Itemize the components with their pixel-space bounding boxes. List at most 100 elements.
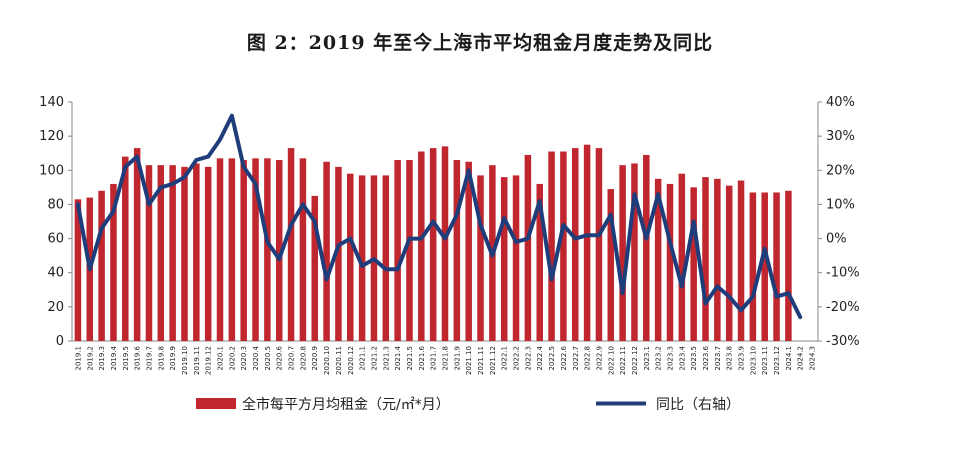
y-left-tick-label: 60 (47, 232, 64, 247)
bar (536, 183, 543, 341)
x-tick-label: 2022.8 (584, 346, 592, 371)
legend-label-yoy: 同比（右轴） (656, 397, 740, 413)
x-tick-label: 2020.8 (299, 346, 307, 371)
x-tick-label: 2019.3 (98, 346, 106, 371)
bar (619, 165, 626, 341)
x-tick-label: 2021.7 (430, 346, 438, 371)
x-tick-label: 2020.12 (347, 346, 355, 375)
x-tick-label: 2020.10 (323, 346, 331, 375)
bar (264, 158, 271, 341)
x-tick-label: 2019.5 (122, 346, 130, 371)
bar (725, 185, 733, 341)
bar (240, 160, 247, 341)
bar (145, 165, 153, 341)
bar (737, 180, 745, 341)
bar (441, 146, 449, 341)
x-tick-label: 2023.3 (666, 346, 674, 371)
x-tick-label: 2019.7 (145, 346, 153, 371)
y-left-tick-label: 100 (39, 163, 64, 178)
bar (654, 178, 662, 341)
axes-layer: 0 20 40 60 80 100 120 140 -30% -20% -10% 0% 10% 20% 30… (39, 95, 859, 375)
x-tick-label: 2022.2 (513, 346, 521, 371)
chart-title: 图 2：2019 年至今上海市平均租金月度走势及同比 (246, 32, 714, 54)
series-line-yoy (75, 113, 803, 320)
x-tick-label: 2019.12 (205, 346, 213, 375)
x-tick-label: 2022.12 (631, 346, 639, 375)
legend: 全市每平方月均租金（元/㎡*月） 同比（右轴） (196, 396, 740, 413)
bar (275, 160, 283, 341)
y-right-tick-label: -20% (826, 300, 860, 315)
bar (252, 158, 259, 341)
x-tick-label: 2020.5 (264, 346, 272, 371)
x-tick-label: 2023.6 (702, 345, 710, 370)
bar (406, 160, 413, 341)
bar (216, 158, 224, 341)
y-right-tick-label: 0% (826, 232, 847, 247)
x-tick-label: 2024.2 (797, 346, 805, 371)
x-tick-label: 2021.1 (359, 346, 367, 371)
bar (749, 192, 757, 341)
x-tick-label: 2022.10 (607, 346, 615, 375)
x-tick-label: 2022.3 (524, 346, 532, 371)
bar (347, 173, 354, 341)
bar (181, 166, 188, 341)
x-tick-label: 2022.9 (595, 346, 603, 371)
x-tick-label: 2020.1 (217, 346, 225, 371)
bar (157, 165, 165, 341)
y-left-tick-label: 40 (47, 266, 64, 281)
x-tick-label: 2021.2 (370, 346, 378, 371)
bar (453, 160, 461, 341)
bar (607, 189, 615, 341)
bar (571, 148, 579, 341)
x-tick-label: 2019.1 (74, 346, 82, 371)
bar (358, 175, 366, 341)
y-right-tick-label: 30% (826, 129, 855, 144)
y-left-tick-label: 0 (56, 334, 64, 349)
x-tick-label: 2022.11 (619, 346, 627, 375)
x-tick-label: 2019.9 (169, 346, 177, 371)
x-tick-label: 2021.4 (394, 345, 402, 370)
y-right-tick-label: 40% (826, 95, 855, 110)
x-tick-label: 2022.1 (501, 346, 509, 371)
x-tick-label: 2022.7 (572, 346, 580, 371)
x-tick-label: 2023.11 (761, 346, 769, 375)
bar (193, 163, 200, 341)
x-tick-label: 2019.10 (181, 346, 189, 375)
bar (74, 199, 82, 341)
bar (335, 166, 342, 341)
bar (595, 148, 603, 341)
x-tick-label: 2021.3 (382, 346, 390, 371)
y-left-tick-label: 140 (39, 95, 64, 110)
x-tick-label: 2020.3 (240, 346, 248, 371)
x-tick-label: 2019.6 (134, 345, 142, 370)
bar (500, 177, 508, 341)
x-tick-label: 2020.9 (311, 346, 319, 371)
x-tick-label: 2023.7 (714, 346, 722, 371)
x-tick-label: 2022.5 (548, 346, 556, 371)
x-tick-label: 2022.6 (560, 345, 568, 370)
bar (714, 178, 721, 341)
x-tick-label: 2022.4 (536, 345, 544, 370)
x-tick-label: 2020.7 (288, 346, 296, 371)
x-tick-label: 2023.2 (655, 346, 663, 371)
x-tick-label: 2021.12 (489, 346, 497, 375)
bar (287, 148, 295, 341)
bar (773, 192, 780, 341)
y-right-tick-label: 10% (826, 197, 855, 212)
bar (643, 154, 650, 341)
bar (512, 175, 520, 341)
x-tick-label: 2019.11 (193, 346, 201, 375)
y-right-tick-label: -10% (826, 266, 860, 281)
x-tick-label: 2023.12 (773, 346, 781, 375)
x-tick-label: 2019.8 (157, 346, 165, 371)
y-right-tick-label: -30% (826, 334, 860, 349)
bar (678, 173, 686, 341)
bar (631, 163, 638, 341)
x-tick-label: 2019.2 (86, 346, 94, 371)
x-tick-label: 2023.4 (678, 345, 686, 370)
bar (465, 161, 472, 341)
bar (583, 144, 591, 341)
bar (429, 148, 437, 341)
bar (323, 161, 330, 341)
